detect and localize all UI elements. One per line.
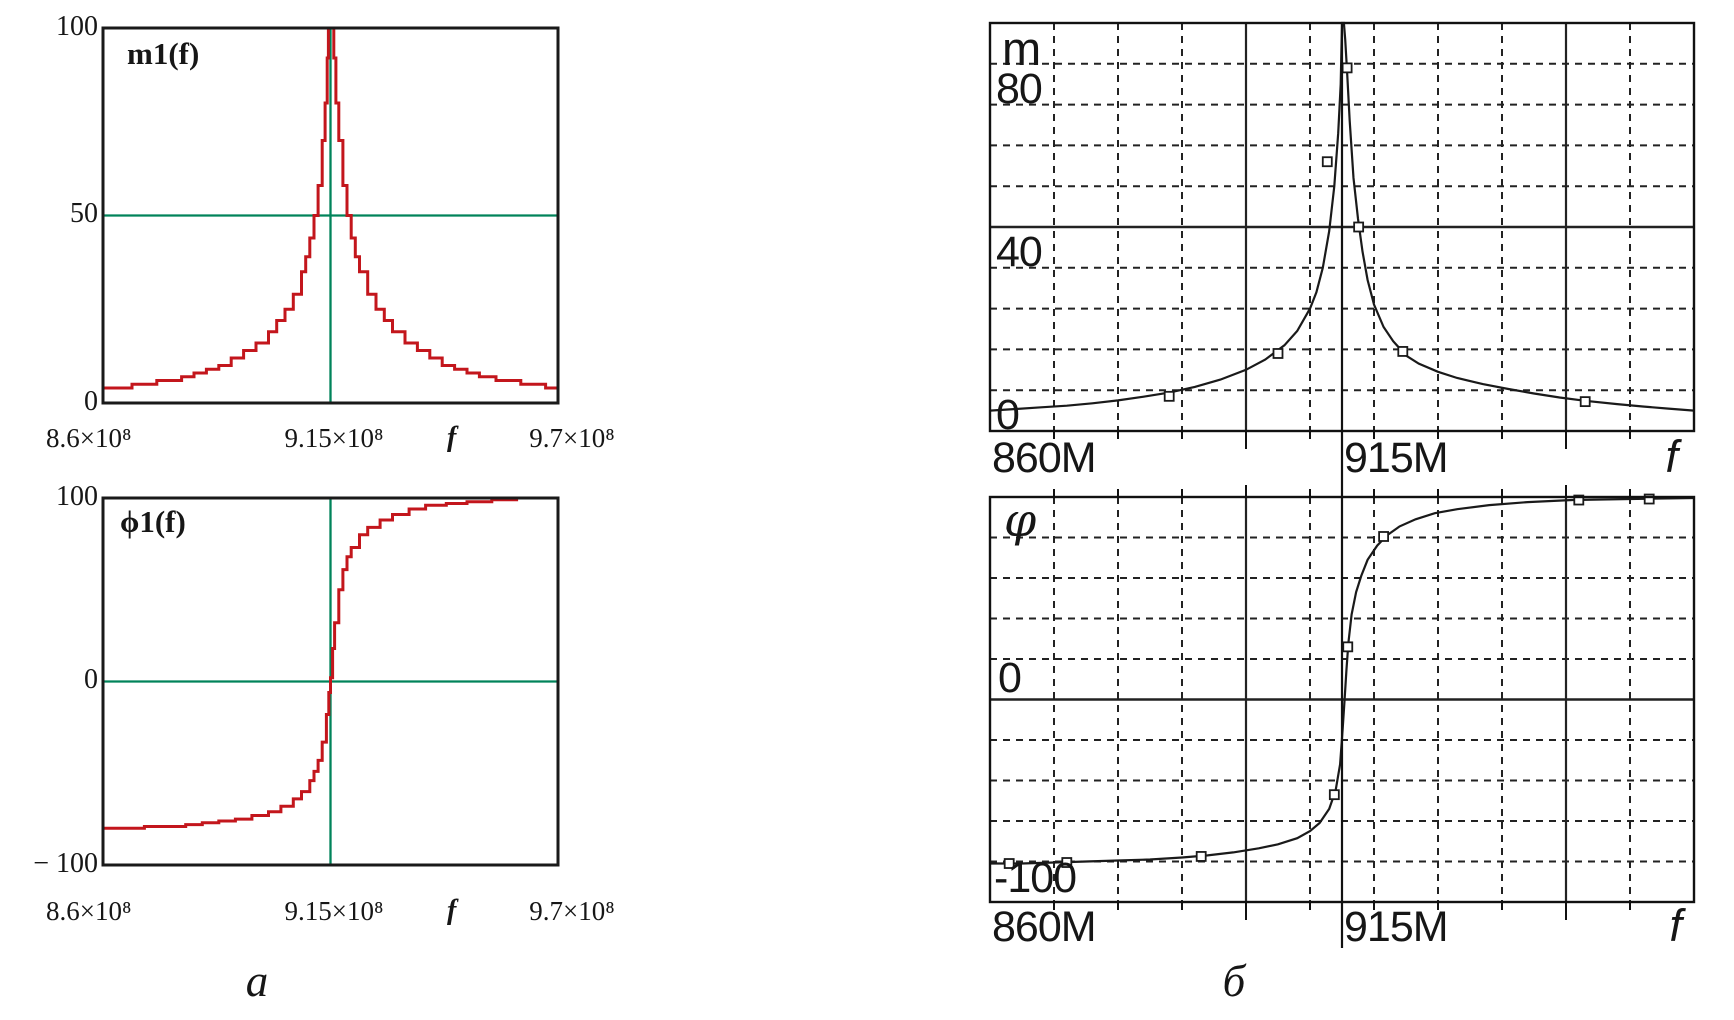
sim-phase-xtick-915M: 915M bbox=[1344, 903, 1449, 951]
mathcad-phase-xtick-center: 9.15×10⁸ bbox=[284, 896, 384, 926]
mathcad-magnitude-xtick-center: 9.15×10⁸ bbox=[284, 423, 384, 453]
sim-magnitude-ytick-80: 80 bbox=[996, 65, 1043, 113]
mathcad-phase-xtick-left: 8.6×10⁸ bbox=[46, 896, 132, 926]
mathcad-magnitude-ytick-0: 0 bbox=[84, 386, 98, 417]
sim-magnitude-trace-label: m bbox=[1002, 22, 1041, 75]
mathcad-phase-ytick-minus100: − 100 bbox=[33, 848, 98, 879]
mathcad-phase-xtick-right: 9.7×10⁸ bbox=[529, 896, 615, 926]
mathcad-phase-xlabel-f: f bbox=[447, 895, 457, 926]
mathcad-phase-ytick-0: 0 bbox=[84, 664, 98, 695]
caption-right-b: б bbox=[1222, 956, 1246, 1006]
sim-phase-xlabel-f: f bbox=[1669, 900, 1682, 951]
sim-phase-trace-label: φ bbox=[1004, 493, 1037, 547]
mathcad-phase-trace-label: ϕ1(f) bbox=[120, 504, 186, 539]
sim-phase-ytick-minus100: -100 bbox=[994, 854, 1077, 902]
mathcad-magnitude-xlabel-f: f bbox=[447, 422, 457, 453]
sim-phase-ytick-0: 0 bbox=[998, 654, 1022, 702]
mathcad-magnitude-xtick-right: 9.7×10⁸ bbox=[529, 423, 615, 453]
sim-magnitude-xtick-915M: 915M bbox=[1344, 434, 1449, 482]
mathcad-magnitude-ytick-50: 50 bbox=[70, 198, 98, 229]
sim-magnitude-xlabel-f: f bbox=[1665, 431, 1678, 482]
caption-left-a: а bbox=[245, 956, 269, 1006]
mathcad-magnitude-xtick-left: 8.6×10⁸ bbox=[46, 423, 132, 453]
mathcad-magnitude-trace-label: m1(f) bbox=[127, 36, 200, 71]
sim-magnitude-ytick-0: 0 bbox=[996, 391, 1020, 439]
mathcad-magnitude-ytick-100: 100 bbox=[56, 11, 98, 42]
sim-phase-xtick-860M: 860M bbox=[992, 903, 1097, 951]
sim-magnitude-xtick-860M: 860M bbox=[992, 434, 1097, 482]
mathcad-phase-ytick-100: 100 bbox=[56, 481, 98, 512]
sim-magnitude-ytick-40: 40 bbox=[996, 228, 1043, 276]
